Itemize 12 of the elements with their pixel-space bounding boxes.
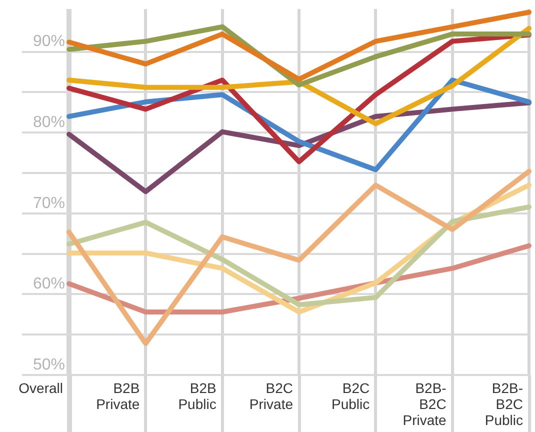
x-tick-label: B2B Private [96,380,140,412]
y-tick-label: 90% [32,33,65,50]
x-tick-label: B2C Public [332,380,370,412]
y-tick-label: 80% [32,114,65,132]
x-tick-label: B2B-B2C Public [484,380,524,428]
y-tick-label: 60% [32,276,65,293]
x-tick-label: B2B-B2C Private [402,380,447,428]
x-tick-label: B2B Public [178,380,216,412]
y-tick-label: 50% [32,356,65,374]
y-tick-label: 70% [32,194,65,212]
x-tick-label: B2C Private [249,380,294,412]
x-tick-label: Overall [18,380,63,396]
